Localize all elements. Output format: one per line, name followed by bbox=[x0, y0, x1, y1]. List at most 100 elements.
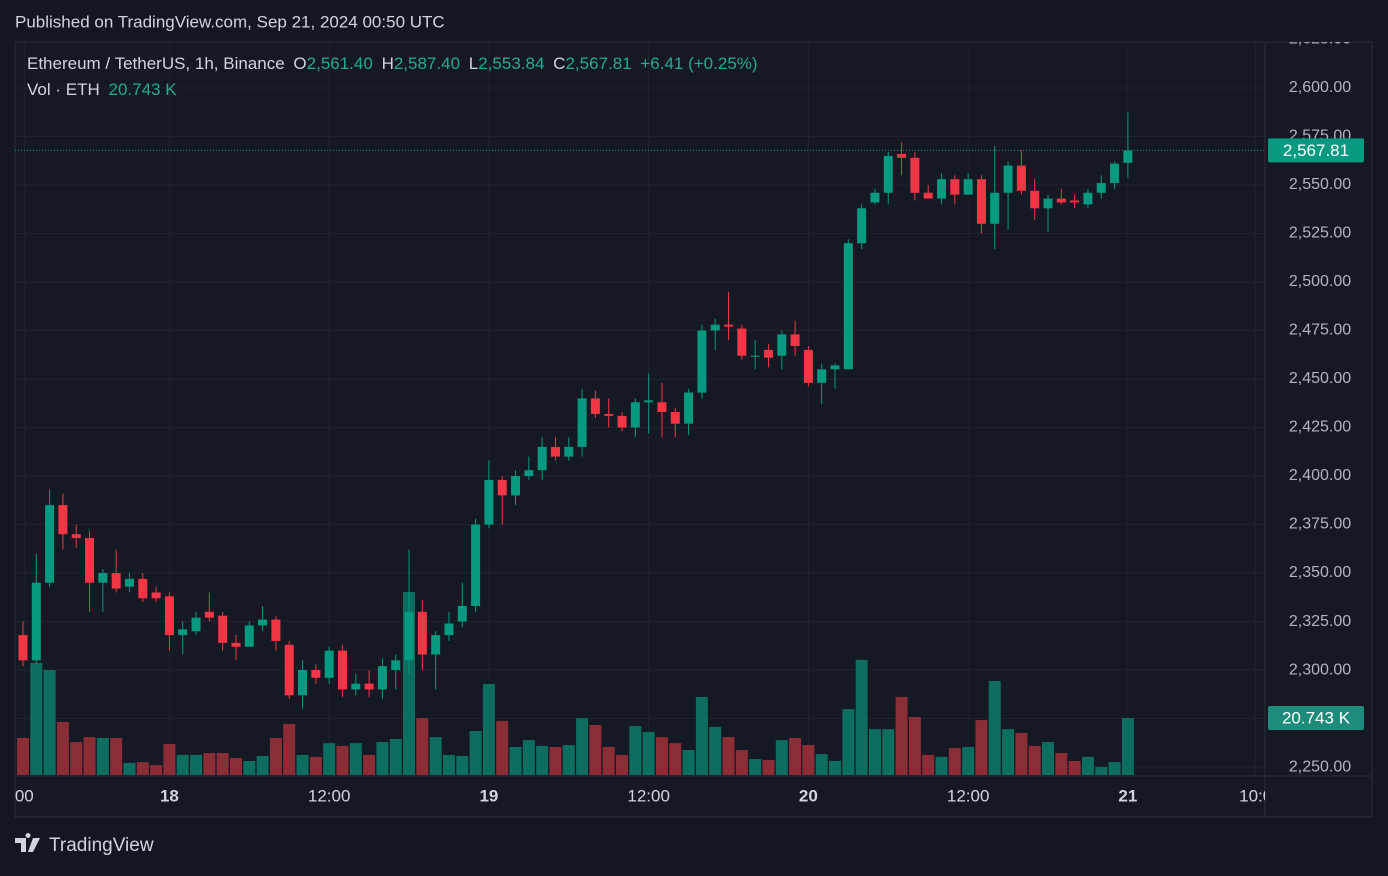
y-tick-label: 2,525.00 bbox=[1289, 225, 1351, 242]
open-value: 2,561.40 bbox=[307, 54, 373, 73]
candle-body bbox=[58, 505, 68, 535]
volume-bar bbox=[589, 724, 602, 775]
candle-body bbox=[204, 611, 214, 618]
candle-body bbox=[1070, 200, 1080, 203]
volume-bar bbox=[216, 753, 229, 775]
candle-body bbox=[431, 635, 441, 655]
high-value: 2,587.40 bbox=[394, 54, 460, 73]
candle-body bbox=[737, 328, 747, 356]
volume-bar bbox=[1042, 742, 1055, 775]
volume-bar bbox=[669, 743, 682, 775]
candle-body bbox=[590, 398, 600, 414]
volume-bar bbox=[602, 746, 615, 775]
volume-bar bbox=[948, 748, 961, 775]
candle-body bbox=[244, 625, 254, 647]
candle-body bbox=[377, 666, 387, 690]
volume-bar bbox=[1081, 756, 1094, 775]
candle-body bbox=[577, 398, 587, 447]
volume-bar bbox=[1095, 767, 1108, 775]
x-tick-label: 12:00 bbox=[947, 786, 990, 805]
volume-label-box bbox=[1268, 706, 1364, 731]
candle-body bbox=[218, 615, 228, 643]
volume-bar bbox=[629, 726, 642, 775]
volume-bar bbox=[496, 720, 509, 775]
candle-body bbox=[298, 670, 308, 696]
volume-bar bbox=[829, 760, 842, 775]
candle-body bbox=[830, 365, 840, 370]
volume-bar bbox=[96, 737, 109, 775]
volume-bar bbox=[283, 723, 296, 775]
candle-body bbox=[164, 596, 174, 636]
volume-bar bbox=[655, 737, 668, 775]
volume-bar bbox=[43, 670, 56, 775]
x-tick-label: 12:00 bbox=[308, 786, 351, 805]
candle-body bbox=[550, 446, 560, 457]
candle-body bbox=[484, 479, 494, 525]
volume-bar bbox=[895, 696, 908, 775]
candle-body bbox=[1096, 183, 1106, 193]
volume-label: 20.743 K bbox=[1282, 708, 1351, 727]
volume-bar bbox=[349, 743, 362, 775]
x-tick-label: 21 bbox=[1118, 786, 1137, 805]
volume-bar bbox=[416, 718, 429, 775]
volume-bar bbox=[70, 742, 83, 775]
candle-layer bbox=[18, 112, 1133, 709]
volume-bar bbox=[882, 729, 895, 775]
candle-body bbox=[111, 573, 121, 589]
volume-bar bbox=[962, 746, 975, 775]
volume-bar bbox=[229, 757, 242, 775]
y-tick-label: 2,475.00 bbox=[1289, 322, 1351, 339]
low-letter: L bbox=[469, 54, 478, 73]
open-letter: O bbox=[293, 54, 306, 73]
volume-bar bbox=[735, 749, 748, 775]
volume-bar bbox=[309, 756, 322, 775]
volume-bar bbox=[336, 745, 349, 775]
high-letter: H bbox=[382, 54, 394, 73]
volume-bar bbox=[456, 756, 469, 775]
y-tick-label: 2,325.00 bbox=[1289, 613, 1351, 630]
volume-bar bbox=[749, 759, 762, 775]
x-tick-label: 18 bbox=[160, 786, 179, 805]
volume-bar bbox=[522, 740, 535, 775]
candle-body bbox=[178, 629, 188, 636]
volume-bar bbox=[908, 717, 921, 775]
volume-bar bbox=[616, 754, 629, 775]
volume-bar bbox=[695, 696, 708, 775]
volume-bar bbox=[855, 659, 868, 775]
close-value: 2,567.81 bbox=[565, 54, 631, 73]
candle-body bbox=[990, 192, 1000, 224]
chart-panel bbox=[14, 41, 1373, 818]
volume-bar bbox=[243, 760, 256, 775]
candle-body bbox=[417, 611, 427, 655]
volume-bar bbox=[1108, 762, 1121, 775]
candle-body bbox=[311, 670, 321, 678]
volume-bar bbox=[1028, 745, 1041, 775]
candle-body bbox=[750, 355, 760, 357]
y-tick-label: 2,425.00 bbox=[1289, 419, 1351, 436]
legend-line: Ethereum / TetherUS, 1h, Binance O2,561.… bbox=[27, 54, 758, 73]
volume-bar bbox=[1002, 729, 1015, 775]
price-label: 2,567.81 bbox=[1283, 141, 1349, 160]
volume-bar bbox=[83, 737, 96, 775]
candle-body bbox=[391, 660, 401, 671]
x-tick-label: 20 bbox=[799, 786, 818, 805]
volume-bar bbox=[56, 721, 69, 775]
candle-body bbox=[1016, 165, 1026, 191]
volume-bar bbox=[123, 762, 136, 775]
candle-body bbox=[857, 208, 867, 244]
y-tick-label: 2,375.00 bbox=[1289, 516, 1351, 533]
volume-name: Vol · ETH bbox=[27, 80, 100, 99]
price-axis: 2,625.002,600.002,575.002,550.002,525.00… bbox=[1289, 42, 1351, 775]
volume-bar bbox=[576, 718, 589, 775]
candle-body bbox=[404, 611, 414, 661]
candle-body bbox=[511, 476, 521, 496]
low-value: 2,553.84 bbox=[478, 54, 544, 73]
volume-bar bbox=[975, 720, 988, 775]
volume-bar bbox=[163, 743, 176, 775]
footer-brand: TradingView bbox=[49, 835, 154, 856]
candle-body bbox=[724, 324, 734, 327]
volume-bar bbox=[176, 754, 189, 775]
candle-body bbox=[937, 179, 947, 199]
volume-bar bbox=[709, 726, 722, 775]
symbol: Ethereum / TetherUS, 1h, Binance bbox=[27, 54, 285, 73]
